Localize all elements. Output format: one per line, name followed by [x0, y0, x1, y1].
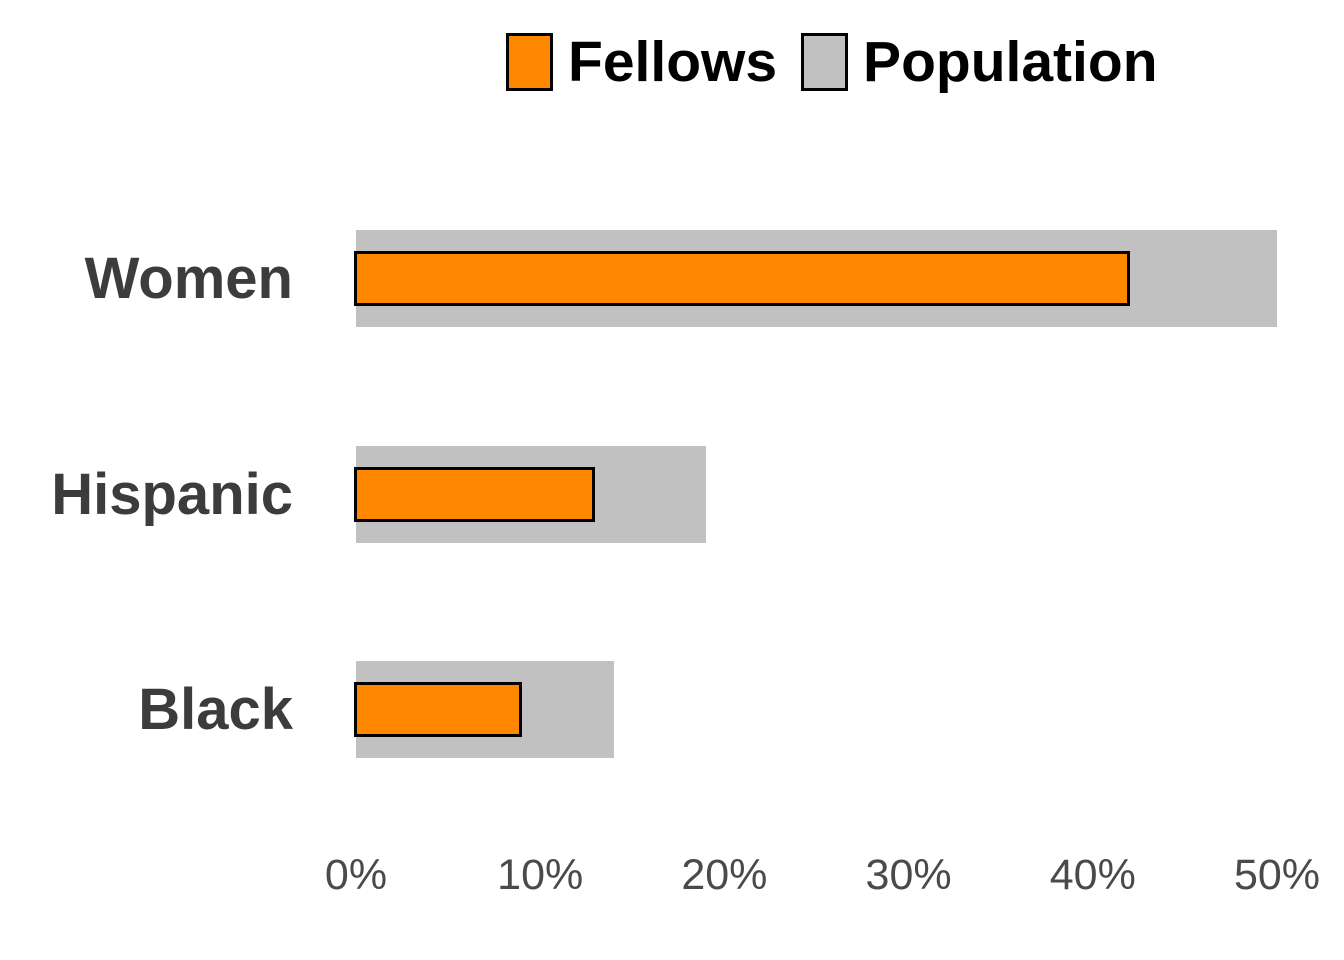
x-tick-40pct: 40% [1049, 851, 1136, 899]
legend-label-population: Population [863, 30, 1158, 94]
fellows-bar-black [354, 682, 522, 737]
x-tick-20pct: 20% [681, 851, 768, 899]
category-label-women: Women [84, 246, 293, 311]
bar-row-women: Women [0, 230, 1344, 327]
x-tick-30pct: 30% [865, 851, 952, 899]
legend-item-fellows: Fellows [506, 33, 777, 91]
category-label-hispanic: Hispanic [51, 462, 293, 527]
x-tick-50pct: 50% [1233, 851, 1321, 899]
legend-item-population: Population [801, 30, 1158, 94]
bars-black [354, 661, 1277, 758]
legend-label-fellows: Fellows [568, 30, 778, 94]
x-tick-10pct: 10% [497, 851, 584, 899]
bar-row-black: Black [0, 661, 1344, 758]
population-swatch-icon [801, 33, 849, 91]
fellows-bar-women [354, 251, 1130, 306]
bars-hispanic [354, 446, 1277, 543]
fellows-bar-hispanic [354, 467, 596, 522]
bar-row-hispanic: Hispanic [0, 446, 1344, 543]
x-axis: 0% 10% 20% 30% 40% 50% [0, 851, 1344, 911]
x-tick-0pct: 0% [324, 851, 388, 899]
chart-legend: Fellows Population [506, 33, 1182, 91]
bars-women [354, 230, 1277, 327]
category-label-black: Black [138, 677, 293, 742]
fellows-swatch-icon [506, 33, 553, 91]
